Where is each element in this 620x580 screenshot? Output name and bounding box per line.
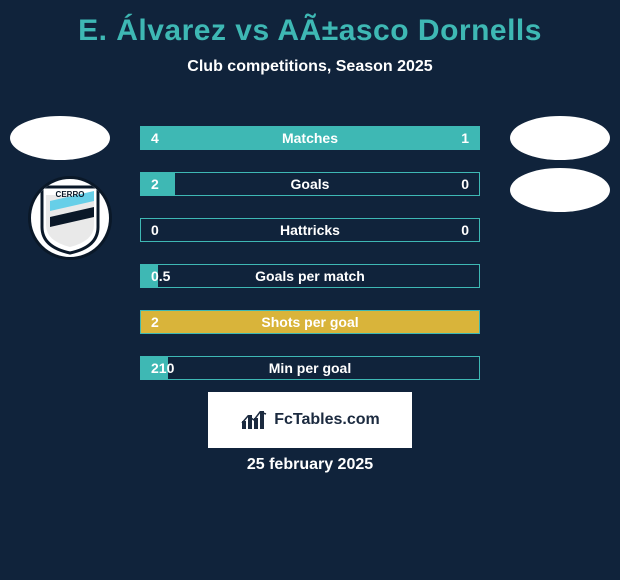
subtitle: Club competitions, Season 2025 (0, 58, 620, 76)
watermark-text: FcTables.com (274, 411, 380, 429)
stat-value-right: 0 (461, 222, 469, 238)
stat-label: Goals (291, 176, 330, 192)
stat-value-right: 0 (461, 176, 469, 192)
watermark[interactable]: FcTables.com (208, 392, 412, 448)
stat-row: 2 Shots per goal (140, 310, 480, 334)
player-left-club-badge: CERRO (28, 176, 112, 260)
stat-row: 2 Goals 0 (140, 172, 480, 196)
stat-value-left: 0.5 (151, 268, 170, 284)
stat-value-left: 210 (151, 360, 174, 376)
stats-bars: 4 Matches 1 2 Goals 0 0 Hattricks 0 0.5 Goals per … (140, 126, 480, 402)
stat-row: 4 Matches 1 (140, 126, 480, 150)
stat-value-left: 2 (151, 314, 159, 330)
player-right-avatar (510, 116, 610, 160)
bar-chart-icon (240, 409, 268, 431)
stat-value-left: 2 (151, 176, 159, 192)
stat-label: Shots per goal (261, 314, 358, 330)
stat-label: Min per goal (269, 360, 351, 376)
stat-label: Hattricks (280, 222, 340, 238)
stat-label: Goals per match (255, 268, 365, 284)
player-right-club-badge (510, 168, 610, 212)
stat-value-left: 0 (151, 222, 159, 238)
page-title: E. Álvarez vs AÃ±asco Dornells (0, 0, 620, 48)
stat-value-right: 1 (461, 130, 469, 146)
svg-text:CERRO: CERRO (56, 190, 85, 199)
stat-value-left: 4 (151, 130, 159, 146)
stat-row: 0.5 Goals per match (140, 264, 480, 288)
shield-icon: CERRO (38, 183, 102, 255)
stat-row: 210 Min per goal (140, 356, 480, 380)
date-text: 25 february 2025 (247, 456, 373, 474)
stat-row: 0 Hattricks 0 (140, 218, 480, 242)
player-left-avatar (10, 116, 110, 160)
stat-label: Matches (282, 130, 338, 146)
